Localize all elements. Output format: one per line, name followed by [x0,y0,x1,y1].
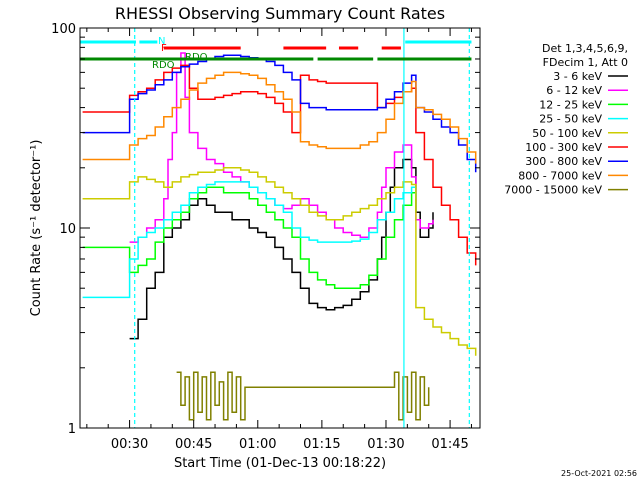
chart-title: RHESSI Observing Summary Count Rates [115,4,445,23]
series-line-3 [82,186,417,289]
y-axis-label: Count Rate (s⁻¹ detector⁻¹) [29,140,44,317]
plot-area: NF RDO RDO [80,28,477,428]
flag-label-n: N [158,36,165,47]
x-tick-label-6: 01:45 [431,437,468,452]
legend-label-5: 50 - 100 keV [532,127,602,140]
x-tick-label-5: 01:30 [367,437,404,452]
x-tick-label-2: 00:45 [175,437,212,452]
series-line-4 [82,181,417,299]
legend-header-detectors: Det 1,3,4,5,6,9, [542,42,628,55]
legend-label-1: 3 - 6 keV [553,70,602,83]
x-tick-label-3: 01:00 [239,437,276,452]
series-line-1 [129,158,434,340]
legend-label-3: 12 - 25 keV [539,98,602,111]
y-tick-label-3: 100 [51,22,76,37]
series-line-8 [82,71,477,164]
y-tick-label-2: 10 [59,222,76,237]
legend-label-2: 6 - 12 keV [546,84,602,97]
series-line-9 [176,371,430,421]
series-line-5 [82,167,477,356]
flag-label-rdo: RDO [152,60,175,71]
legend-label-7: 300 - 800 keV [525,155,602,168]
x-axis-label: Start Time (01-Dec-13 00:18:22) [174,456,386,471]
x-tick-label-4: 01:15 [303,437,340,452]
legend-header-decimation: FDecim 1, Att 0 [543,56,628,69]
series-group [80,28,477,428]
legend-label-6: 100 - 300 keV [525,141,602,154]
y-tick-label-1: 1 [68,422,76,437]
flag-label-f: F [161,43,167,54]
legend-label-4: 25 - 50 keV [539,113,602,126]
series-line-6 [82,64,477,266]
timestamp: 25-Oct-2021 02:56 [561,469,637,478]
legend-label-8: 800 - 7000 keV [518,169,602,182]
legend: Det 1,3,4,5,6,9, FDecim 1, Att 0 3 - 6 k… [504,42,628,197]
legend-label-9: 7000 - 15000 keV [504,184,602,197]
x-tick-label-1: 00:30 [111,437,148,452]
series-line-7 [82,54,477,173]
flag-label-rdo: RDO [185,52,208,63]
series-line-2 [129,52,434,243]
axes: 00:30 00:45 01:00 01:15 01:30 01:45 1 10 100 [51,22,481,452]
